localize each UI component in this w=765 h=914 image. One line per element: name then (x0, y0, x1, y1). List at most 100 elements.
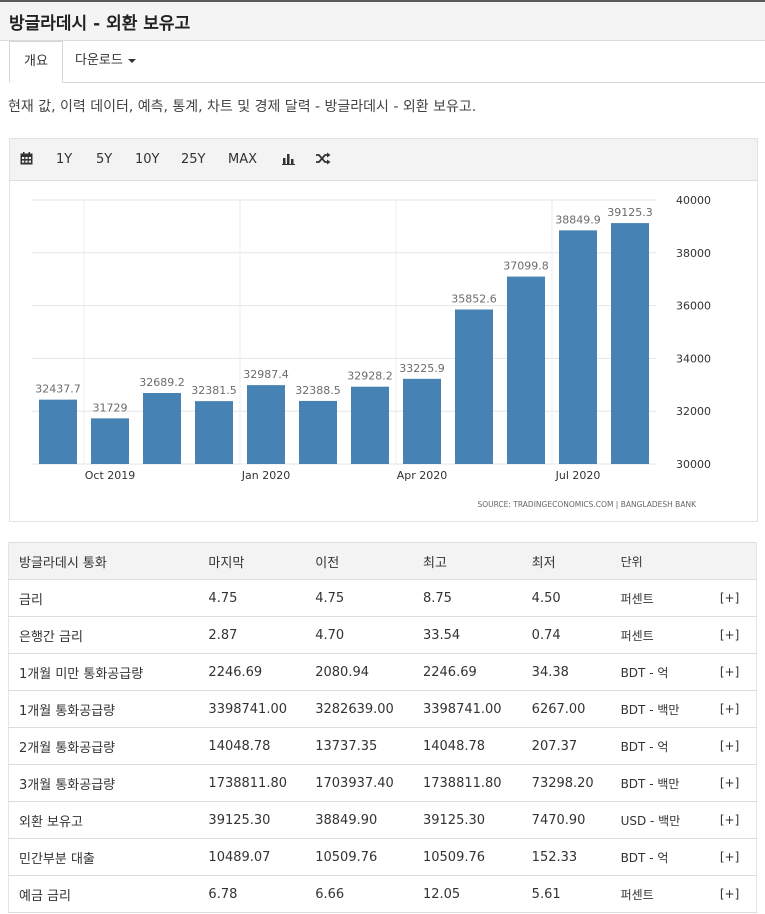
indicator-name-cell[interactable]: 2개월 통화공급량 (8, 727, 199, 765)
previous-value-cell: 10509.76 (305, 838, 413, 876)
bar (507, 276, 545, 464)
table-row: 민간부분 대출 10489.07 10509.76 10509.76 152.33 BDT… (8, 838, 758, 876)
chart-panel: 1Y 5Y 10Y 25Y MAX 30000 32000 34000 36000 38… (9, 138, 758, 522)
indicator-name-cell[interactable]: 은행간 금리 (8, 616, 199, 654)
last-value-cell: 4.75 (198, 579, 306, 617)
range-1y-button[interactable]: 1Y (56, 152, 73, 167)
lowest-value-cell: 0.74 (521, 616, 611, 654)
bar-value-label: 32987.4 (243, 368, 289, 381)
highest-value-cell: 14048.78 (412, 727, 522, 765)
indicator-name-cell[interactable]: 민간부분 대출 (8, 838, 199, 876)
unit-cell: 퍼센트 (610, 579, 704, 617)
bar-chart-icon[interactable] (282, 139, 295, 180)
range-max-button[interactable]: MAX (228, 152, 258, 167)
x-tick-label: Oct 2019 (85, 469, 136, 482)
tab-download[interactable]: 다운로드 (75, 41, 136, 82)
bar (403, 378, 441, 464)
last-value-cell: 2.87 (198, 616, 306, 654)
column-header-last: 마지막 (198, 542, 306, 580)
table-row: 예금 금리 6.78 6.66 12.05 5.61 퍼센트 [+] (8, 875, 758, 913)
tab-overview[interactable]: 개요 (9, 41, 63, 83)
unit-cell: 퍼센트 (610, 875, 704, 913)
unit-cell: BDT - 백만 (610, 690, 704, 728)
lowest-value-cell: 73298.20 (521, 764, 611, 802)
previous-value-cell: 1703937.40 (305, 764, 413, 802)
bar-value-label: 38849.9 (555, 213, 601, 226)
column-header-unit: 단위 (610, 542, 704, 580)
table-row: 금리 4.75 4.75 8.75 4.50 퍼센트 [+] (8, 579, 758, 617)
tab-download-label: 다운로드 (75, 53, 123, 68)
bar (143, 393, 181, 464)
column-header-indicator: 방글라데시 통화 (8, 542, 199, 580)
unit-cell: BDT - 억 (610, 727, 704, 765)
bar (455, 309, 493, 464)
previous-value-cell: 2080.94 (305, 653, 413, 691)
x-tick-label: Jul 2020 (555, 469, 601, 482)
bar (351, 386, 389, 464)
expand-link[interactable]: [+] (703, 653, 758, 691)
lowest-value-cell: 4.50 (521, 579, 611, 617)
expand-link[interactable]: [+] (703, 727, 758, 765)
previous-value-cell: 6.66 (305, 875, 413, 913)
bar (299, 400, 337, 464)
bar (39, 399, 77, 464)
expand-link[interactable]: [+] (703, 764, 758, 802)
caret-down-icon (127, 58, 136, 63)
indicator-name-cell[interactable]: 1개월 통화공급량 (8, 690, 199, 728)
last-value-cell: 1738811.80 (198, 764, 306, 802)
expand-link[interactable]: [+] (703, 801, 758, 839)
bar (559, 230, 597, 464)
x-tick-label: Apr 2020 (397, 469, 448, 482)
highest-value-cell: 8.75 (412, 579, 522, 617)
shuffle-icon[interactable] (316, 139, 331, 180)
indicator-name-cell[interactable]: 1개월 미만 통화공급량 (8, 653, 199, 691)
expand-link[interactable]: [+] (703, 875, 758, 913)
title-bar: 방글라데시 - 외환 보유고 (0, 2, 765, 41)
table-row: 2개월 통화공급량 14048.78 13737.35 14048.78 207.37 B… (8, 727, 758, 765)
y-tick-label: 40000 (676, 194, 711, 207)
previous-value-cell: 38849.90 (305, 801, 413, 839)
bar-value-label: 32388.5 (295, 384, 341, 397)
range-10y-button[interactable]: 10Y (135, 152, 160, 167)
expand-link[interactable]: [+] (703, 579, 758, 617)
table-row: 외환 보유고 39125.30 38849.90 39125.30 7470.90 USD… (8, 801, 758, 839)
table-header-row: 방글라데시 통화 마지막 이전 최고 최저 단위 (8, 542, 758, 580)
last-value-cell: 39125.30 (198, 801, 306, 839)
unit-cell: BDT - 억 (610, 653, 704, 691)
unit-cell: BDT - 백만 (610, 764, 704, 802)
y-tick-label: 32000 (676, 405, 711, 418)
y-tick-label: 36000 (676, 300, 711, 313)
unit-cell: USD - 백만 (610, 801, 704, 839)
indicator-name-cell[interactable]: 예금 금리 (8, 875, 199, 913)
indicator-name-cell[interactable]: 외환 보유고 (8, 801, 199, 839)
range-25y-button[interactable]: 25Y (181, 152, 206, 167)
lowest-value-cell: 34.38 (521, 653, 611, 691)
chart-toolbar: 1Y 5Y 10Y 25Y MAX (10, 139, 757, 181)
table-row: 1개월 미만 통화공급량 2246.69 2080.94 2246.69 34.38 BD… (8, 653, 758, 691)
table-body: 금리 4.75 4.75 8.75 4.50 퍼센트 [+] 은행간 금리 2.87 4.70 33… (8, 579, 758, 913)
bar-value-label: 35852.6 (451, 292, 497, 305)
expand-link[interactable]: [+] (703, 838, 758, 876)
y-tick-label: 38000 (676, 247, 711, 260)
lowest-value-cell: 7470.90 (521, 801, 611, 839)
bar-value-label: 32381.5 (191, 384, 237, 397)
calendar-icon[interactable] (20, 139, 33, 180)
highest-value-cell: 12.05 (412, 875, 522, 913)
expand-link[interactable]: [+] (703, 616, 758, 654)
range-5y-button[interactable]: 5Y (96, 152, 113, 167)
highest-value-cell: 39125.30 (412, 801, 522, 839)
previous-value-cell: 4.70 (305, 616, 413, 654)
bar-chart: 30000 32000 34000 36000 38000 40000 32437.7 317… (32, 194, 711, 509)
bar-value-label: 31729 (93, 401, 128, 414)
unit-cell: BDT - 억 (610, 838, 704, 876)
bar-value-label: 37099.8 (503, 260, 549, 273)
previous-value-cell: 3282639.00 (305, 690, 413, 728)
last-value-cell: 6.78 (198, 875, 306, 913)
column-header-more (703, 542, 758, 580)
indicator-name-cell[interactable]: 금리 (8, 579, 199, 617)
expand-link[interactable]: [+] (703, 690, 758, 728)
previous-value-cell: 13737.35 (305, 727, 413, 765)
x-tick-label: Jan 2020 (241, 469, 290, 482)
bar-value-label: 33225.9 (399, 362, 445, 375)
indicator-name-cell[interactable]: 3개월 통화공급량 (8, 764, 199, 802)
